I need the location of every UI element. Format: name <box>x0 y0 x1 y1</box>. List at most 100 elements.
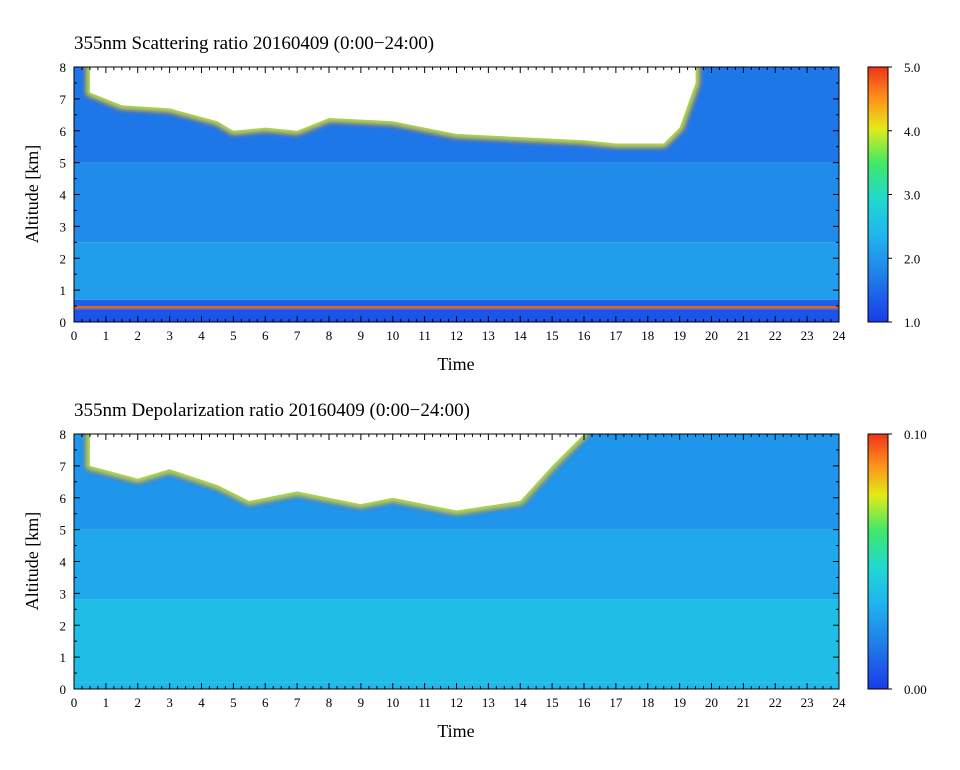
x-tick-label: 6 <box>262 695 269 710</box>
cloud-region <box>89 434 584 511</box>
y-axis-label: Altitude [km] <box>22 145 42 243</box>
y-tick-label: 3 <box>60 219 67 234</box>
cloud-region <box>89 67 696 144</box>
x-tick-label: 11 <box>418 328 431 343</box>
x-tick-label: 15 <box>546 328 559 343</box>
axes: 0 1 2 3 4 5 6 7 8 9 10 11 12 13 14 15 16 17 18 19 20 21 22 23 24… <box>60 60 847 343</box>
x-tick-label: 9 <box>358 328 365 343</box>
x-tick-label: 18 <box>641 328 654 343</box>
colorbar-tick-label: 0.00 <box>904 682 927 697</box>
surface-line <box>74 306 839 309</box>
y-tick-label: 2 <box>60 618 67 633</box>
colorbar-tick-label: 1.0 <box>904 315 920 330</box>
x-tick-label: 3 <box>166 695 173 710</box>
x-tick-label: 16 <box>578 328 592 343</box>
axes: 0 1 2 3 4 5 6 7 8 9 10 11 12 13 14 15 16 17 18 19 20 21 22 23 24… <box>60 427 847 710</box>
colorbar-tick-label: 5.0 <box>904 60 920 75</box>
x-axis-label: Time <box>437 721 474 741</box>
x-tick-label: 12 <box>450 695 463 710</box>
y-tick-label: 1 <box>60 650 67 665</box>
depolarization-panel: 355nm Depolarization ratio 20160409 (0:0… <box>22 400 927 741</box>
x-tick-label: 17 <box>609 695 623 710</box>
y-tick-label: 5 <box>60 156 67 171</box>
x-tick-label: 7 <box>294 695 301 710</box>
heatmap-plot <box>74 434 839 689</box>
colorbar-tick-label: 4.0 <box>904 124 920 139</box>
layer-lower-air <box>74 599 839 683</box>
x-tick-label: 24 <box>833 328 847 343</box>
x-tick-label: 5 <box>230 695 237 710</box>
x-tick-label: 2 <box>135 328 142 343</box>
heatmap-plot <box>74 67 839 322</box>
layer-mid-air <box>74 529 839 600</box>
x-tick-label: 20 <box>705 328 718 343</box>
colorbar-ticks: 0.00 0.10 <box>888 427 927 697</box>
y-axis-label: Altitude [km] <box>22 512 42 610</box>
x-tick-label: 6 <box>262 328 269 343</box>
x-tick-label: 17 <box>609 328 623 343</box>
x-tick-label: 13 <box>482 328 495 343</box>
y-tick-label: 6 <box>60 124 67 139</box>
y-tick-label: 5 <box>60 523 67 538</box>
x-tick-label: 2 <box>135 695 142 710</box>
y-tick-label: 8 <box>60 60 67 75</box>
x-tick-label: 19 <box>673 695 686 710</box>
x-tick-label: 21 <box>737 695 750 710</box>
x-tick-label: 11 <box>418 695 431 710</box>
y-tick-label: 3 <box>60 586 67 601</box>
x-tick-label: 24 <box>833 695 847 710</box>
layer-low-boundary <box>74 299 839 310</box>
panel-title: 355nm Scattering ratio 20160409 (0:00−24… <box>74 33 434 54</box>
x-tick-label: 10 <box>386 328 399 343</box>
x-tick-label: 8 <box>326 328 333 343</box>
cloud-edge <box>88 67 698 145</box>
colorbar-tick-label: 3.0 <box>904 188 920 203</box>
x-tick-label: 7 <box>294 328 301 343</box>
layer-mid-air <box>74 162 839 243</box>
x-tick-label: 14 <box>514 695 528 710</box>
x-tick-label: 8 <box>326 695 333 710</box>
x-tick-label: 16 <box>578 695 592 710</box>
x-tick-label: 20 <box>705 695 718 710</box>
layer-lower-air <box>74 242 839 300</box>
x-tick-label: 4 <box>198 328 205 343</box>
panel-title: 355nm Depolarization ratio 20160409 (0:0… <box>74 400 470 421</box>
colorbar-tick-label: 2.0 <box>904 251 920 266</box>
colorbar-tick-label: 0.10 <box>904 427 927 442</box>
colorbar <box>867 66 889 323</box>
x-tick-label: 15 <box>546 695 559 710</box>
y-tick-label: 4 <box>60 555 67 570</box>
x-tick-label: 13 <box>482 695 495 710</box>
y-tick-label: 7 <box>60 459 67 474</box>
y-tick-label: 6 <box>60 491 67 506</box>
scattering-panel: 355nm Scattering ratio 20160409 (0:00−24… <box>22 33 920 374</box>
y-tick-label: 8 <box>60 427 67 442</box>
y-tick-label: 4 <box>60 188 67 203</box>
y-tick-label: 1 <box>60 283 67 298</box>
x-tick-label: 5 <box>230 328 237 343</box>
x-tick-label: 19 <box>673 328 686 343</box>
x-axis-label: Time <box>437 354 474 374</box>
colorbar <box>867 433 889 690</box>
x-tick-label: 21 <box>737 328 750 343</box>
x-tick-label: 4 <box>198 695 205 710</box>
y-tick-label: 2 <box>60 251 67 266</box>
x-tick-label: 12 <box>450 328 463 343</box>
y-tick-label: 0 <box>60 682 67 697</box>
x-tick-label: 22 <box>769 695 782 710</box>
x-tick-label: 18 <box>641 695 654 710</box>
x-tick-label: 23 <box>801 328 814 343</box>
colorbar-ticks: 1.0 2.0 3.0 4.0 5.0 <box>888 60 920 330</box>
x-tick-label: 10 <box>386 695 399 710</box>
x-tick-label: 23 <box>801 695 814 710</box>
x-tick-label: 9 <box>358 695 365 710</box>
y-tick-label: 7 <box>60 92 67 107</box>
x-tick-label: 1 <box>103 695 110 710</box>
x-tick-label: 3 <box>166 328 173 343</box>
x-tick-label: 14 <box>514 328 528 343</box>
x-tick-label: 0 <box>71 695 78 710</box>
x-tick-label: 0 <box>71 328 78 343</box>
x-tick-label: 1 <box>103 328 110 343</box>
y-tick-label: 0 <box>60 315 67 330</box>
